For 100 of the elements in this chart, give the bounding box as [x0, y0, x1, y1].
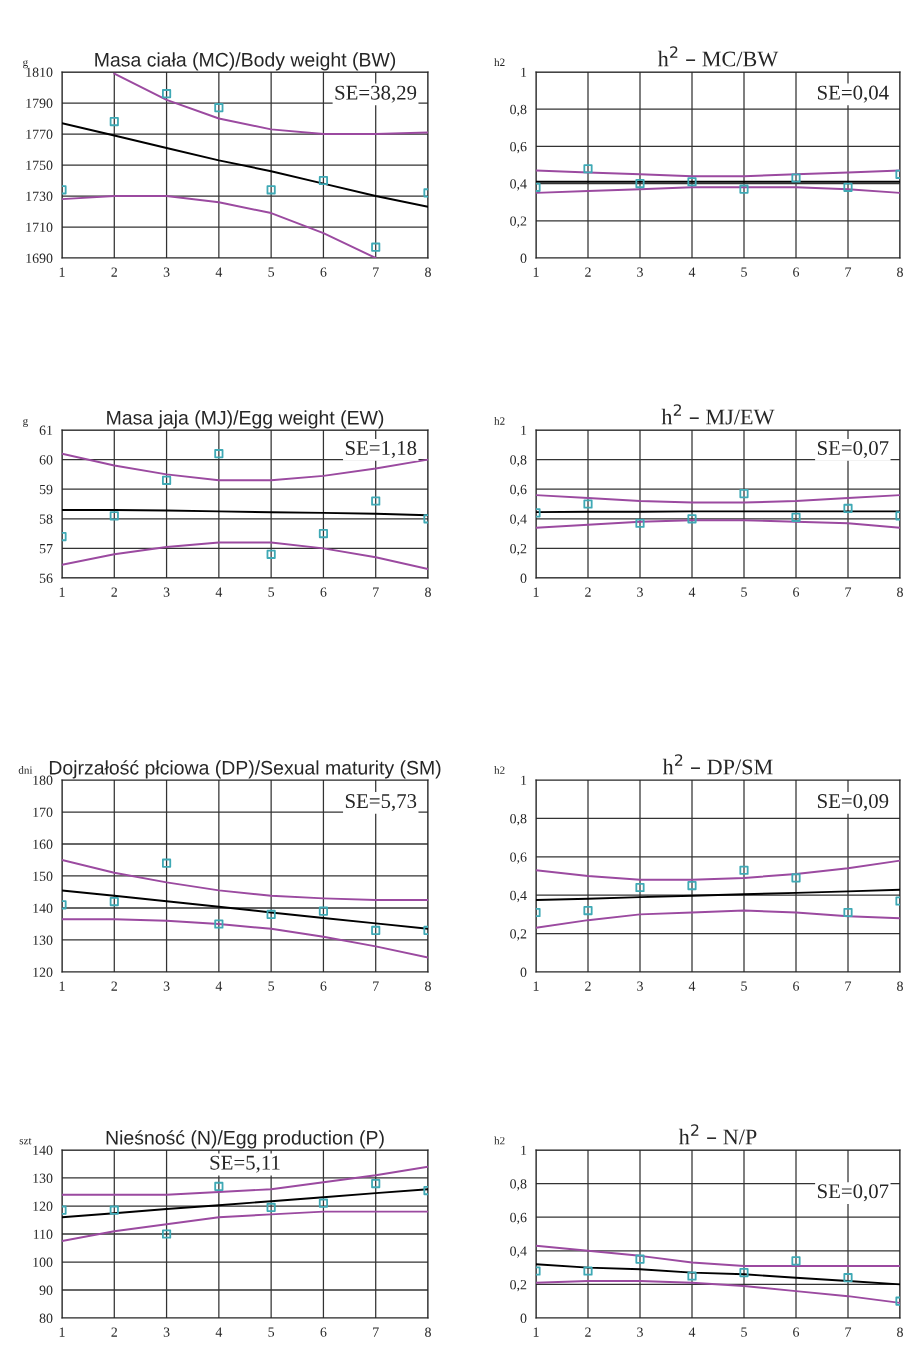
point: [635, 882, 645, 893]
point: [583, 499, 593, 509]
point: [635, 179, 645, 189]
x-tick-label: 7: [845, 1327, 852, 1337]
point: [635, 518, 645, 528]
x-tick-label: 3: [163, 1327, 170, 1337]
x-tick-label: 3: [637, 587, 643, 597]
y-tick-label: 0,8: [510, 1179, 527, 1191]
y-tick-label: 140: [33, 903, 53, 913]
x-tick-label: 3: [163, 587, 170, 597]
x-tick-label: 4: [215, 1327, 223, 1337]
line-series: [62, 195, 377, 258]
point: [687, 1271, 697, 1281]
y-tick-label: 80: [39, 1313, 53, 1323]
line-series: [536, 1263, 900, 1286]
x-tick-label: 1: [533, 1327, 539, 1337]
x-tick-label: 8: [425, 981, 431, 991]
point: [109, 1205, 119, 1215]
y-tick-label: 170: [33, 807, 53, 817]
annotation: SE=5,73: [345, 794, 417, 812]
x-tick-label: 7: [845, 587, 852, 597]
point: [214, 919, 224, 929]
point: [791, 1256, 801, 1266]
x-tick-label: 8: [897, 587, 903, 597]
x-tick-label: 4: [688, 1327, 696, 1337]
point: [266, 909, 276, 919]
x-tick-label: 6: [793, 587, 800, 597]
x-tick-label: 6: [320, 981, 327, 991]
x-tick-label: 5: [741, 1327, 747, 1337]
annotation: SE=0,07: [817, 1184, 889, 1202]
point: [318, 529, 329, 539]
x-tick-label: 6: [320, 587, 327, 597]
annotation: SE=38,29: [335, 85, 417, 103]
x-tick-label: 7: [845, 981, 852, 991]
y-tick-label: 0: [520, 1313, 527, 1323]
x-tick-label: 4: [688, 981, 696, 991]
x-tick-label: 3: [163, 267, 170, 277]
x-tick-label: 3: [637, 1327, 643, 1337]
point: [739, 489, 749, 499]
annotation: SE=0,07: [817, 440, 889, 459]
line-series: [536, 1244, 900, 1267]
line-series: [62, 1210, 428, 1242]
x-tick-label: 7: [373, 1327, 379, 1337]
point: [371, 496, 381, 506]
y-tick-label: 0,8: [510, 104, 527, 117]
y-tick-label: 0,8: [510, 813, 527, 826]
point: [214, 1181, 224, 1191]
x-tick-label: 6: [793, 267, 800, 277]
x-tick-label: 2: [111, 981, 117, 991]
x-tick-label: 1: [533, 981, 539, 991]
y-tick-label: 110: [33, 1229, 53, 1239]
x-tick-label: 7: [373, 587, 379, 597]
y-tick-label: 0,4: [510, 1246, 527, 1258]
annotation: SE=0,04: [817, 85, 889, 103]
line-series: [113, 72, 428, 135]
y-axis-title: h2: [494, 58, 505, 66]
y-tick-label: 1: [521, 775, 527, 785]
y-tick-label: 1790: [26, 98, 53, 108]
x-tick-label: 8: [425, 587, 431, 597]
point: [214, 449, 224, 459]
chart-title: h$^{2}$ – MC/BW: [657, 46, 779, 67]
y-tick-label: 1810: [26, 67, 53, 77]
point: [583, 164, 593, 174]
annotation: SE=0,09: [817, 794, 889, 812]
y-tick-label: 130: [33, 1173, 53, 1183]
y-tick-label: 0,6: [510, 852, 527, 864]
y-tick-label: 1: [521, 425, 527, 435]
point: [843, 1273, 853, 1283]
line-series: [62, 122, 428, 208]
x-tick-label: 1: [533, 267, 539, 277]
point: [687, 177, 697, 187]
x-tick-label: 6: [320, 1327, 327, 1337]
y-tick-label: 0,6: [510, 1212, 527, 1225]
line-series: [62, 541, 428, 571]
y-tick-label: 60: [39, 455, 53, 465]
point: [371, 925, 381, 935]
x-tick-label: 4: [215, 587, 223, 597]
x-tick-label: 1: [59, 981, 65, 991]
point: [687, 514, 697, 524]
x-tick-label: 3: [163, 981, 170, 991]
y-tick-label: 0: [520, 967, 527, 977]
y-tick-label: 100: [33, 1257, 53, 1267]
x-tick-label: 5: [268, 267, 275, 277]
y-tick-label: 150: [33, 871, 53, 881]
y-axis-title: h2: [494, 766, 505, 774]
x-tick-label: 4: [215, 267, 223, 277]
y-tick-label: 0,6: [510, 484, 527, 497]
y-tick-label: 0,2: [510, 929, 527, 941]
y-tick-label: 1710: [26, 222, 53, 232]
y-axis-title: g: [23, 60, 28, 69]
y-tick-label: 1690: [26, 253, 53, 263]
x-tick-label: 5: [741, 267, 747, 277]
y-tick-label: 0,4: [510, 179, 527, 191]
x-tick-label: 1: [59, 267, 65, 277]
point: [843, 907, 853, 918]
point: [371, 242, 381, 252]
x-tick-label: 3: [637, 267, 643, 277]
line-series: [62, 918, 428, 959]
point: [739, 1268, 749, 1278]
point: [739, 865, 749, 875]
